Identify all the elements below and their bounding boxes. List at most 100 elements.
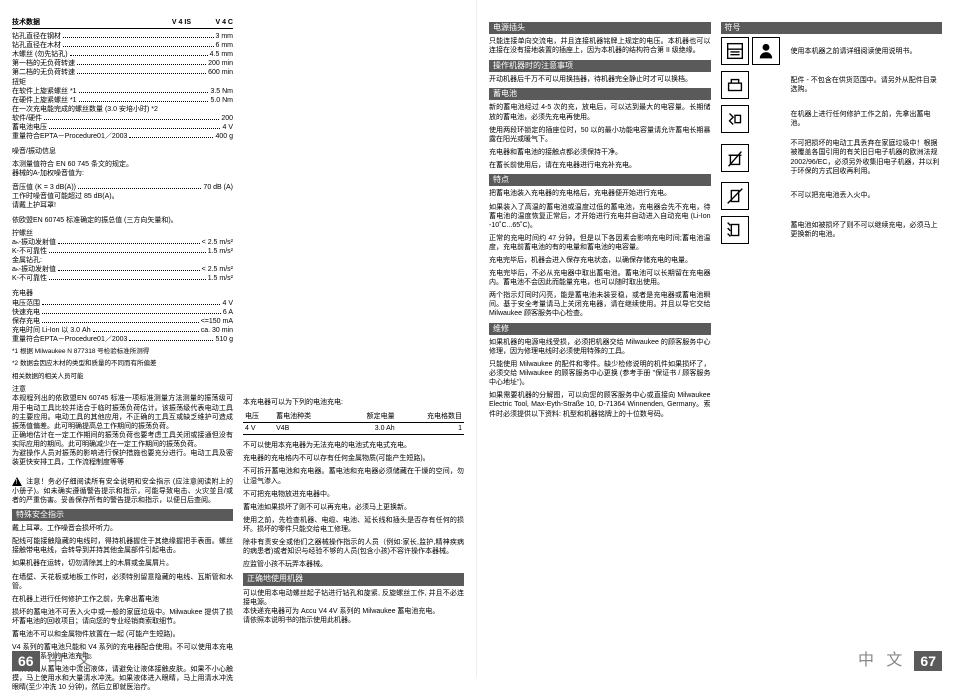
- paragraph: 把蓄电池装入充电器的充电格后，充电器便开始进行充电。: [489, 189, 711, 198]
- symbol-row: 使用本机器之前请详细阅读使用说明书。: [721, 37, 943, 65]
- footnote3: 相关数据的相关人员可能: [12, 373, 233, 381]
- paragraph: 充电完毕后，不必从充电器中取出蓄电池。蓄电池可以长期留在充电器内。蓄电池不会因此…: [489, 269, 711, 287]
- charger-notes: 不可以使用本充电器为无法充电的电池式充电式充电。充电器的充电格内不可以存有任何金…: [243, 441, 464, 569]
- spec-row: 蓄电池电压4 V: [12, 123, 233, 132]
- care-body: 开动机器后千万不可以用换挡器，待机器完全静止时才可以换档。: [489, 75, 711, 84]
- spec-value: 1.5 m/s²: [208, 247, 233, 256]
- spec-value: <=150 mA: [201, 317, 233, 326]
- left-columns: 技术数据 V 4 IS V 4 C 钻孔直径在钢材3 mm钻孔直径在木材6 mm…: [12, 18, 464, 697]
- sym-header: 符号: [721, 22, 943, 34]
- specs-noise: 音压值 (K = 3 dB(A))70 dB (A)工作时噪音值可能超过 85 …: [12, 183, 233, 210]
- spec-label: 音压值 (K = 3 dB(A)): [12, 183, 76, 192]
- cord-icon: [721, 105, 749, 133]
- paragraph: 损坏的蓄电池不可丢入火中或一般的家庭垃圾中。Milwaukee 提供了损坏蓄电池…: [12, 608, 233, 626]
- symbol-icons: [721, 216, 785, 244]
- feat-body: 把蓄电池装入充电器的充电格后，充电器便开始进行充电。如果装入了高温的蓄电池或温度…: [489, 189, 711, 318]
- footer-right: 中 文 67: [858, 651, 942, 671]
- symbol-row: 蓄电池如被损坏了则不可以继续充电，必须马上更换新的电池。: [721, 216, 943, 244]
- symbol-icons: [721, 182, 785, 210]
- torque-hdr: 扭矩: [12, 78, 233, 87]
- spec-label: K-不可靠性: [12, 247, 47, 256]
- symbol-row: 在机器上进行任何修护工作之前，先拿出蓄电池。: [721, 105, 943, 133]
- paragraph: 配线可能接触隐藏的电线时，得持机器握住于其绝缘握把手表面。螺丝接触带电电线，会转…: [12, 537, 233, 555]
- symbol-icons: [721, 144, 785, 172]
- spec-row: 第二档的无负荷转速600 min: [12, 68, 233, 77]
- tech-head-v2: V 4 C: [191, 18, 233, 27]
- symbol-icons: [721, 71, 785, 99]
- spec-value: 200: [221, 114, 233, 123]
- symbol-text: 配件 - 不包含在供货范围中。请另外从配件目录选购。: [791, 76, 943, 94]
- noise-text: 本测量值符合 EN 60 745 条文的规定。 器械的A-加权噪音值为:: [12, 160, 233, 178]
- spec-label: 钻孔直径在钢材: [12, 32, 61, 41]
- symbol-row: 配件 - 不包含在供货范围中。请另外从配件目录选购。: [721, 71, 943, 99]
- spec-label: 在软件上旋紧螺丝 *1: [12, 87, 77, 96]
- notice-body: 本规程列出的依欧盟EN 60745 标准一项标准测量方法测量的振荡级可用于电动工…: [12, 394, 233, 467]
- warning-block: 注意！务必仔细阅读所有安全说明和安全指示 (应注意阅读附上的小册子)。如未确实遵…: [12, 477, 233, 505]
- spec-label: 重量符合EPTA－Procedure01／2003: [12, 335, 127, 344]
- use-body: 可以使用本电动螺丝起子钻进行钻孔和旋紧, 反旋螺丝工作, 并且不必连接电源。 本…: [243, 589, 464, 625]
- vib-hdr: 依欧盟EN 60745 标准确定的振总值 (三方向矢量和)。: [12, 216, 233, 225]
- spec-label: 木螺丝 (勿先钻孔): [12, 50, 68, 59]
- spec-label: K-不可靠性: [12, 274, 47, 283]
- spec-label: 快速充电: [12, 308, 40, 317]
- spec-value: 6 A: [223, 308, 233, 317]
- spec-row: 钻孔直径在木材6 mm: [12, 41, 233, 50]
- feat-header: 特点: [489, 174, 711, 186]
- page-num-67: 67: [914, 651, 942, 671]
- charger-table-head: 电压 蓄电池种类 额定电量 充电格数目: [243, 411, 464, 423]
- spec-row: 在一次充电能完成的螺丝数量 (3.0 安培小时) *2: [12, 105, 233, 114]
- plug-header: 电源插头: [489, 22, 711, 34]
- paragraph: 在墙壁、天花板或地板工作时，必须特别留意隐藏的电线、瓦斯管和水管。: [12, 573, 233, 591]
- spec-label: 请戴上护耳罩!: [12, 201, 56, 210]
- warning-body: 注意！务必仔细阅读所有安全说明和安全指示 (应注意阅读附上的小册子)。如未确实遵…: [12, 479, 233, 504]
- paragraph: 如果装入了高温的蓄电池或温度过低的蓄电池，充电器会先不充电，待蓄电池的温度恢复正…: [489, 203, 711, 230]
- paragraph: 除非有责安全或他们之器械操作指示的人员（例如:家长,监护,精神疾病的病患者)或者…: [243, 538, 464, 556]
- charger-table-row: 4 V V4B 3.0 Ah 1: [243, 423, 464, 435]
- left-col1: 技术数据 V 4 IS V 4 C 钻孔直径在钢材3 mm钻孔直径在木材6 mm…: [12, 18, 233, 697]
- page-66: 技术数据 V 4 IS V 4 C 钻孔直径在钢材3 mm钻孔直径在木材6 mm…: [0, 0, 477, 677]
- tech-header: 技术数据: [12, 18, 149, 27]
- spec-row: 电压范围4 V: [12, 299, 233, 308]
- paragraph: 充电器的充电格内不可以存有任何金属物质(可能产生短路)。: [243, 454, 464, 463]
- spec-row: 在软件上旋紧螺丝 *13.5 Nm: [12, 87, 233, 96]
- tech-header-row: 技术数据 V 4 IS V 4 C: [12, 18, 233, 29]
- paragraph: 如果机器在运转，切勿清除其上的木屑或金属屑片。: [12, 559, 233, 568]
- symbol-text: 使用本机器之前请详细阅读使用说明书。: [791, 47, 943, 56]
- spec-value: 4 V: [222, 299, 233, 308]
- symbol-row: 不可把损坏的电动工具丢弃在家庭垃圾中！根据被覆盖各国引用的有关旧日电子机器的欧洲…: [721, 139, 943, 175]
- weee-icon: [721, 144, 749, 172]
- specs-vib1: aₕ-振动发射值< 2.5 m/s²K-不可靠性 1.5 m/s²: [12, 238, 233, 256]
- paragraph: 如果需要机器的分解图，可以向您的顾客服务中心或直接向 Milwaukee Ele…: [489, 391, 711, 418]
- spec-value: 510 g: [215, 335, 233, 344]
- spec-row: 重量符合EPTA－Procedure01／2003400 g: [12, 132, 233, 141]
- right-columns: 电源插头 只能连接单向交流电，并且连接机器铭牌上规定的电压。本机器也可以连接在没…: [489, 18, 942, 423]
- batt-body: 新的蓄电池经过 4-5 次的充，放电后，可以达到最大的电容量。长期储放的蓄电池，…: [489, 103, 711, 170]
- specs-vib2: aₕ-振动发射值< 2.5 m/s²K-不可靠性1.5 m/s²: [12, 265, 233, 283]
- paragraph: 不可拆开蓄电池和充电器。蓄电池和充电器必须储藏在干燥的空间，勿让湿气渗入。: [243, 467, 464, 485]
- symbol-text: 不可以把充电池丢入火中。: [791, 191, 943, 200]
- spec-label: 钻孔直径在木材: [12, 41, 61, 50]
- paragraph: 使用两段环锁定的插座位时，50 以的最小功能电容量请允许蓄电长期暴露在阳光或暖气…: [489, 126, 711, 144]
- spec-row: K-不可靠性 1.5 m/s²: [12, 247, 233, 256]
- paragraph: 如果机器的电源电线受损，必须把机器交给 Milwaukee 的顾客服务中心修理，…: [489, 338, 711, 356]
- noise-hdr: 噪音/振动信息: [12, 147, 233, 156]
- spec-value: 4.5 mm: [210, 50, 233, 59]
- manual-icon: [721, 37, 749, 65]
- symbol-text: 蓄电池如被损坏了则不可以继续充电，必须马上更换新的电池。: [791, 221, 943, 239]
- spec-row: aₕ-振动发射值< 2.5 m/s²: [12, 238, 233, 247]
- page-num-66: 66: [12, 651, 40, 671]
- paragraph: 在蓄长前使用后，请在充电器进行电充补充电。: [489, 161, 711, 170]
- paragraph: 两个指示灯同时闪亮，能是蓄电池未装妥稳，或者是充电器或蓄电池瞬间。基于安全考量请…: [489, 291, 711, 318]
- footnote1: *1 根据 Milwaukee N 877318 号检验标准所测得: [12, 348, 233, 356]
- person-icon: [752, 37, 780, 65]
- footnote2: *2 数据会因应木材的类型和质量的不同而有所偏差: [12, 360, 233, 368]
- spec-label: 保存充电: [12, 317, 40, 326]
- spec-row: 快速充电 6 A: [12, 308, 233, 317]
- notice-hdr: 注意: [12, 385, 233, 394]
- spec-row: 钻孔直径在钢材3 mm: [12, 32, 233, 41]
- spec-label: 充电时间 Li-Ion 以 3.0 Ah: [12, 326, 91, 335]
- spec-value: 600 min: [208, 68, 233, 77]
- specs-chg: 电压范围4 V快速充电 6 A 保存充电 <=150 mA 充电时间 Li-Ion 以 …: [12, 299, 233, 344]
- spec-row: 音压值 (K = 3 dB(A))70 dB (A): [12, 183, 233, 192]
- right-col2: 符号 使用本机器之前请详细阅读使用说明书。配件 - 不包含在供货范围中。请另外从…: [721, 18, 943, 423]
